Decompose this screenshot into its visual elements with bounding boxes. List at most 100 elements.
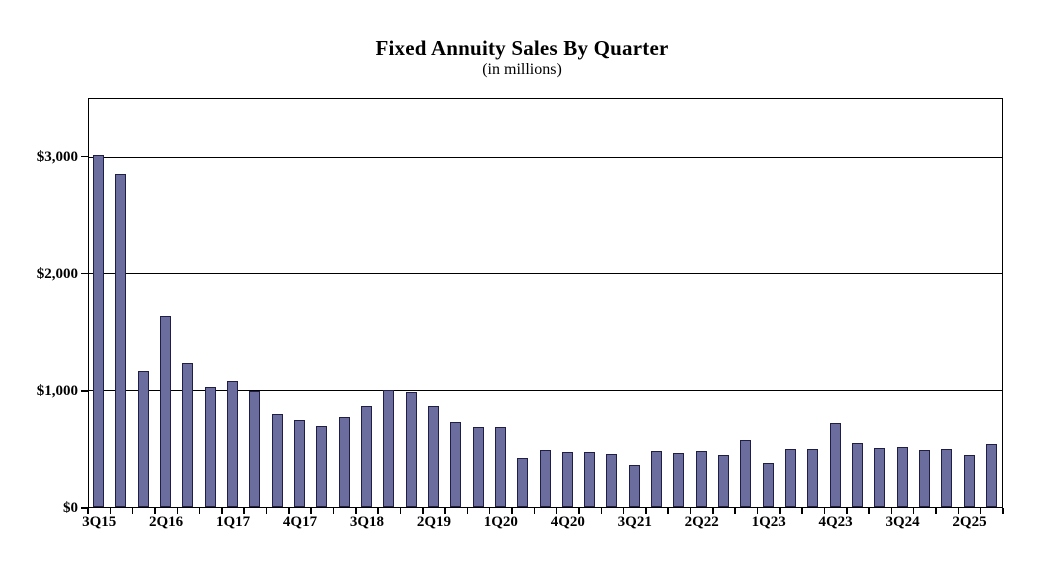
bar-1Q17 [227, 381, 239, 507]
bar-4Q19 [472, 427, 484, 507]
x-tick [555, 508, 558, 514]
x-tick [399, 508, 402, 514]
x-tick [979, 508, 982, 514]
bar-3Q20 [539, 450, 551, 507]
x-tick-label: 3Q24 [885, 514, 920, 530]
x-tick [444, 508, 446, 514]
x-tick [310, 508, 312, 514]
bar-1Q23 [762, 463, 774, 507]
bar-2Q16 [160, 316, 172, 507]
x-tick [511, 508, 513, 514]
x-tick [578, 508, 580, 514]
bar-2Q23 [784, 449, 796, 507]
bar-4Q18 [383, 390, 395, 507]
bar-3Q16 [182, 363, 194, 507]
x-tick-label: 3Q21 [617, 514, 652, 530]
x-tick-label: 4Q23 [818, 514, 853, 530]
x-tick [533, 508, 536, 514]
x-tick [109, 508, 112, 514]
x-tick [801, 508, 803, 514]
x-tick [265, 508, 268, 514]
bar-4Q22 [740, 440, 752, 507]
bar-4Q17 [294, 420, 305, 507]
bar-1Q21 [584, 452, 596, 507]
x-tick [243, 508, 245, 514]
x-tick-label: 2Q25 [952, 514, 987, 530]
bar-4Q23 [829, 423, 841, 507]
x-tick [667, 508, 669, 514]
x-tick-label: 3Q15 [82, 514, 117, 530]
x-tick-label: 2Q19 [416, 514, 451, 530]
bar-4Q20 [561, 452, 573, 507]
bar-2Q21 [606, 454, 618, 507]
x-tick [823, 508, 826, 514]
y-tick [81, 507, 88, 509]
gridline [89, 273, 1002, 275]
x-tick [221, 508, 223, 514]
x-tick-label: 1Q17 [215, 514, 251, 530]
x-tick [645, 508, 647, 514]
x-tick [756, 508, 759, 514]
x-tick [1002, 508, 1004, 514]
x-tick-label: 2Q16 [149, 514, 184, 530]
x-tick [734, 508, 736, 514]
bar-2Q18 [338, 417, 350, 507]
y-tick-label: $1,000 [36, 382, 78, 399]
x-tick [689, 508, 692, 514]
x-tick-label: 3Q18 [349, 514, 385, 530]
bar-3Q19 [450, 422, 462, 507]
bar-4Q15 [115, 174, 127, 507]
x-tick [912, 508, 915, 514]
x-tick [176, 508, 179, 514]
bar-1Q16 [137, 371, 149, 507]
bar-2Q25 [963, 455, 975, 507]
plot-area [88, 98, 1003, 508]
x-tick [198, 508, 201, 514]
bar-3Q24 [896, 447, 908, 507]
x-tick [131, 508, 134, 514]
chart-subtitle: (in millions) [482, 61, 562, 78]
x-tick-label: 1Q20 [483, 514, 518, 530]
bar-4Q21 [651, 451, 663, 507]
x-tick [377, 508, 379, 514]
y-tick-label: $3,000 [36, 148, 78, 165]
y-tick [81, 272, 88, 275]
y-tick-label: $2,000 [36, 265, 78, 282]
bar-1Q25 [941, 449, 953, 507]
bar-3Q21 [628, 465, 640, 507]
x-tick [422, 508, 424, 514]
x-tick [846, 508, 848, 514]
bar-1Q18 [316, 426, 328, 507]
x-tick [466, 508, 469, 514]
bar-1Q19 [405, 392, 417, 507]
x-tick-label: 4Q17 [282, 514, 318, 530]
x-tick [288, 508, 290, 514]
bar-1Q20 [494, 427, 506, 507]
x-tick [779, 508, 781, 514]
x-tick [957, 508, 960, 514]
bar-1Q24 [851, 443, 863, 507]
x-tick [935, 508, 937, 514]
x-tick-label: 1Q23 [751, 514, 786, 530]
y-tick [81, 390, 88, 392]
x-tick [87, 508, 89, 514]
x-tick-label: 4Q20 [550, 514, 585, 530]
y-tick-label: $0 [63, 500, 78, 516]
gridline [89, 157, 1002, 159]
bar-3Q17 [271, 414, 283, 507]
chart-title: Fixed Annuity Sales By Quarter [375, 36, 669, 60]
bar-2Q24 [874, 448, 886, 507]
x-tick [488, 508, 491, 514]
bar-4Q24 [918, 450, 930, 507]
x-tick [355, 508, 357, 514]
x-tick-label: 2Q22 [684, 514, 719, 530]
gridline [89, 389, 1002, 391]
bar-2Q19 [427, 406, 439, 507]
x-tick [600, 508, 603, 514]
bar-2Q17 [249, 391, 261, 507]
bar-3Q18 [360, 406, 372, 507]
x-tick [712, 508, 714, 514]
bar-4Q16 [204, 387, 216, 507]
bar-3Q22 [718, 455, 730, 507]
bar-2Q22 [695, 451, 707, 507]
